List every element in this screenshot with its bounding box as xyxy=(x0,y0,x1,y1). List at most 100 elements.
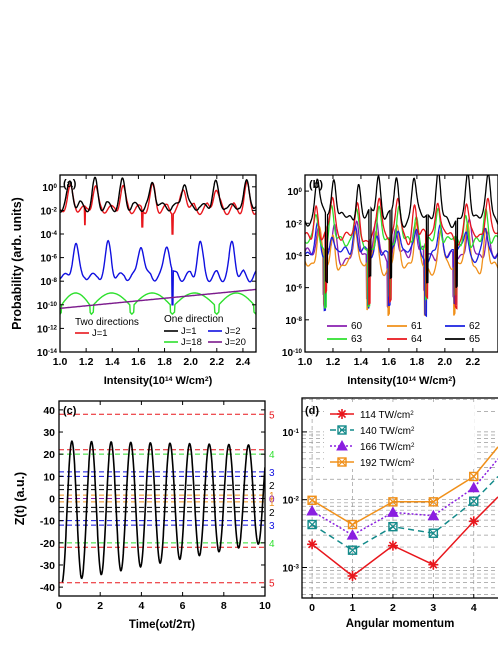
data-marker xyxy=(348,571,357,581)
series-line-b-65 xyxy=(305,175,498,288)
tick-base: 10 xyxy=(285,284,297,295)
legend-entry: 63 xyxy=(351,334,363,345)
tick-base: 10 xyxy=(282,563,294,574)
legend-entry: J=18 xyxy=(181,337,202,348)
superscript-text: 14 xyxy=(408,376,416,383)
tick-exponent: -10 xyxy=(48,300,58,307)
data-marker xyxy=(387,506,399,517)
tick-exponent: -8 xyxy=(296,315,302,322)
level-label: 2 xyxy=(269,481,275,492)
series-line-a-j1-one xyxy=(60,176,256,213)
plot-frame xyxy=(304,174,498,353)
series-line-d-0 xyxy=(311,496,498,577)
y-tick-label: 10-6 xyxy=(40,253,57,265)
data-marker xyxy=(307,495,317,505)
legend-entry: J=2 xyxy=(225,326,241,337)
data-marker xyxy=(306,505,318,516)
legend-entry: J=20 xyxy=(225,337,246,348)
data-marker xyxy=(428,497,438,507)
tick-base: 10 xyxy=(40,230,52,241)
superscript-text: 14 xyxy=(165,376,173,383)
tick-exponent: -8 xyxy=(51,277,57,284)
x-tick-label: 2.4 xyxy=(236,356,251,368)
x-tick-label: 2 xyxy=(390,602,396,614)
label-part: Intensity(10 xyxy=(347,375,408,387)
y-tick-label: 0 xyxy=(49,494,55,506)
data-marker xyxy=(388,541,398,550)
y-tick-label: 10-4 xyxy=(285,251,302,263)
y-tick-label: 100 xyxy=(287,187,302,199)
legend-entry: 114 TW/cm2 xyxy=(360,410,414,422)
series-line-b-62 xyxy=(305,221,498,318)
tick-base: 10 xyxy=(37,348,49,359)
tick-base: 10 xyxy=(282,428,294,439)
data-marker xyxy=(337,409,347,419)
x-tick-label: 1.0 xyxy=(53,356,68,368)
plot-area-a xyxy=(60,176,256,316)
x-tick-label: 1.4 xyxy=(354,356,369,368)
legend-entry: 166 TW/cm2 xyxy=(360,442,415,454)
x-axis-label-a: Intensity(1014 W/cm2) xyxy=(104,375,213,387)
data-marker xyxy=(388,521,398,532)
legend-entry: J=1 xyxy=(181,326,197,337)
level-label: 0 xyxy=(269,495,275,506)
legend-entry: 61 xyxy=(411,321,423,332)
tick-exponent: -12 xyxy=(48,324,58,331)
tick-base: 10 xyxy=(285,251,297,262)
x-tick-label: 1.8 xyxy=(410,356,425,368)
plot-frame xyxy=(59,174,257,353)
x-tick-label: 2.0 xyxy=(438,356,453,368)
data-marker xyxy=(336,439,348,451)
data-marker xyxy=(307,520,317,529)
y-tick-label: -20 xyxy=(40,538,55,550)
x-tick-label: 2.0 xyxy=(183,356,198,368)
label-part: 192 TW/cm xyxy=(360,458,411,469)
x-tick-label: 0 xyxy=(56,600,62,612)
x-tick-label: 2.2 xyxy=(209,356,224,368)
y-tick-label: 40 xyxy=(43,405,55,417)
superscript-text: 2 xyxy=(205,376,209,383)
x-tick-label: 4 xyxy=(471,602,477,614)
data-marker xyxy=(337,425,347,435)
tick-exponent: -4 xyxy=(296,251,302,258)
y-axis-label-a: Probability (arb. units) xyxy=(10,197,24,330)
tick-exponent: -14 xyxy=(48,348,58,355)
tick-base: 10 xyxy=(287,187,299,198)
data-marker xyxy=(469,517,478,526)
superscript-text: 2 xyxy=(448,376,452,383)
x-tick-label: 1 xyxy=(350,602,356,614)
series-line-b-64 xyxy=(305,196,498,310)
label-part: 140 TW/cm xyxy=(360,426,411,437)
x-tick-label: 0 xyxy=(309,602,315,614)
data-marker xyxy=(428,497,439,507)
legend-entry: J=1 xyxy=(92,328,108,339)
y-tick-label: 10 xyxy=(43,471,55,483)
level-label: 5 xyxy=(269,410,275,421)
y-tick-label: -30 xyxy=(40,560,55,572)
label-part: ) xyxy=(209,375,213,387)
data-marker xyxy=(469,496,479,506)
data-marker xyxy=(347,519,358,530)
data-marker xyxy=(388,497,398,507)
x-tick-label: 10 xyxy=(259,600,271,612)
y-tick-label: -10 xyxy=(40,516,55,528)
panel-label-c: (c) xyxy=(63,405,77,417)
tick-base: 10 xyxy=(285,219,297,230)
x-tick-label: 4 xyxy=(138,600,144,612)
legend-group-title: One direction xyxy=(164,314,223,325)
z-trace-line xyxy=(61,439,265,583)
data-marker xyxy=(467,481,480,493)
tick-base: 10 xyxy=(285,316,297,327)
data-marker xyxy=(337,425,347,435)
plot-frame xyxy=(301,397,498,599)
x-tick-label: 1.2 xyxy=(79,356,94,368)
tick-exponent: -6 xyxy=(296,283,302,290)
x-tick-label: 2 xyxy=(97,600,103,612)
legend-entry: 192 TW/cm2 xyxy=(360,458,415,470)
superscript-text: 2 xyxy=(410,410,414,417)
level-label: 5 xyxy=(269,579,275,590)
legend-background xyxy=(324,402,474,469)
data-marker xyxy=(388,497,398,507)
y-axis-label-c: Z(t) (a.u.) xyxy=(13,472,27,525)
